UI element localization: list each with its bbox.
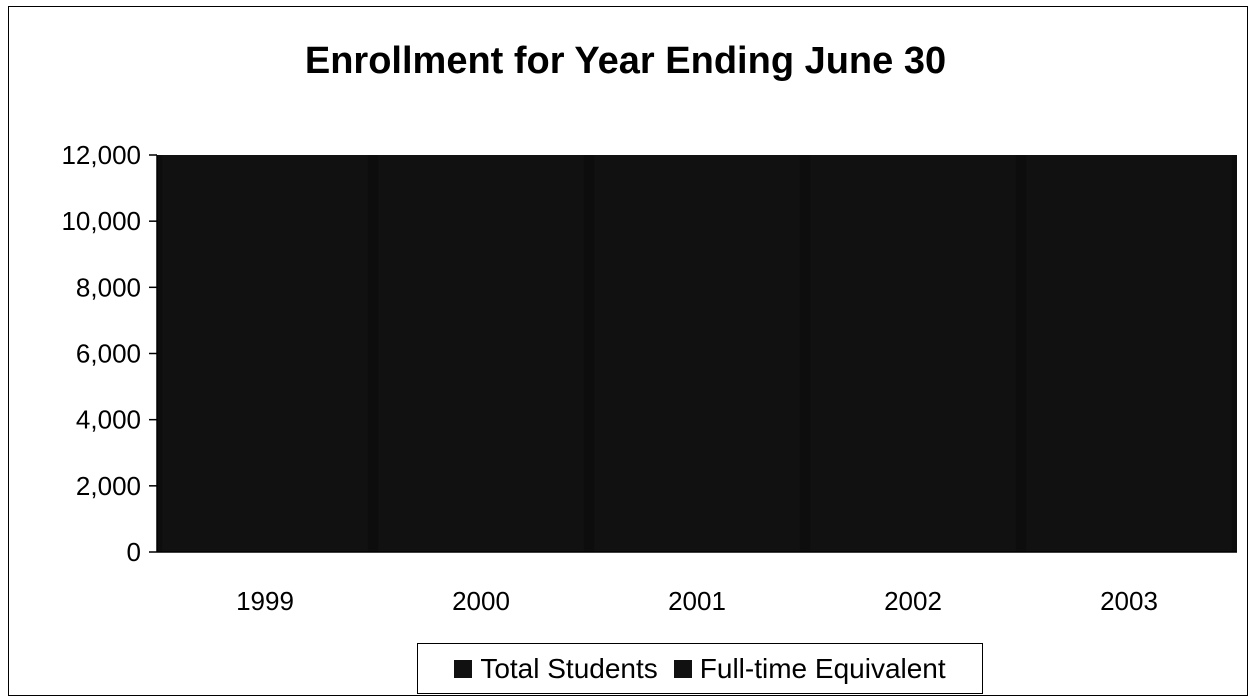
legend-swatch-full-time-equivalent xyxy=(673,659,692,678)
legend-item-full-time-equivalent: Full-time Equivalent xyxy=(673,652,946,685)
bar-1999-full-time-equivalent xyxy=(265,155,368,552)
legend-item-total-students: Total Students xyxy=(454,652,658,685)
chart-title: Enrollment for Year Ending June 30 xyxy=(304,40,947,82)
bar-2000-full-time-equivalent xyxy=(481,155,584,552)
bar-2001-total-students xyxy=(594,155,697,552)
y-tick-label: 0 xyxy=(127,537,141,567)
x-tick-label-2001: 2001 xyxy=(668,586,726,616)
bar-2003-full-time-equivalent xyxy=(1129,155,1232,552)
x-tick-label-2000: 2000 xyxy=(452,586,510,616)
bar-2001-full-time-equivalent xyxy=(697,155,800,552)
y-axis: 0 2,000 4,000 6,000 8,000 10,000 12,000 xyxy=(61,140,158,567)
bars-layer xyxy=(162,155,1232,552)
y-tick-label: 6,000 xyxy=(76,339,141,369)
bar-2002-full-time-equivalent xyxy=(913,155,1016,552)
legend-label-full-time-equivalent: Full-time Equivalent xyxy=(699,652,946,684)
bar-1999-total-students xyxy=(162,155,265,552)
x-tick-label-1999: 1999 xyxy=(236,586,294,616)
bar-chart: 0 2,000 4,000 6,000 8,000 10,000 12,000 1999 20… xyxy=(61,140,1237,616)
y-tick-label: 10,000 xyxy=(61,206,141,236)
x-axis: 1999 2000 2001 2002 2003 xyxy=(157,551,1237,616)
y-tick-label: 4,000 xyxy=(76,405,141,435)
legend-label-total-students: Total Students xyxy=(480,652,658,684)
y-tick-label: 8,000 xyxy=(76,272,141,302)
bar-2000-total-students xyxy=(378,155,481,552)
x-tick-label-2002: 2002 xyxy=(884,586,942,616)
y-tick-label: 12,000 xyxy=(61,140,141,170)
x-tick-label-2003: 2003 xyxy=(1100,586,1158,616)
bar-2003-total-students xyxy=(1026,155,1129,552)
bar-2002-total-students xyxy=(810,155,913,552)
legend: Total Students Full-time Equivalent xyxy=(417,643,983,694)
y-tick-label: 2,000 xyxy=(76,471,141,501)
legend-swatch-total-students xyxy=(454,659,473,678)
